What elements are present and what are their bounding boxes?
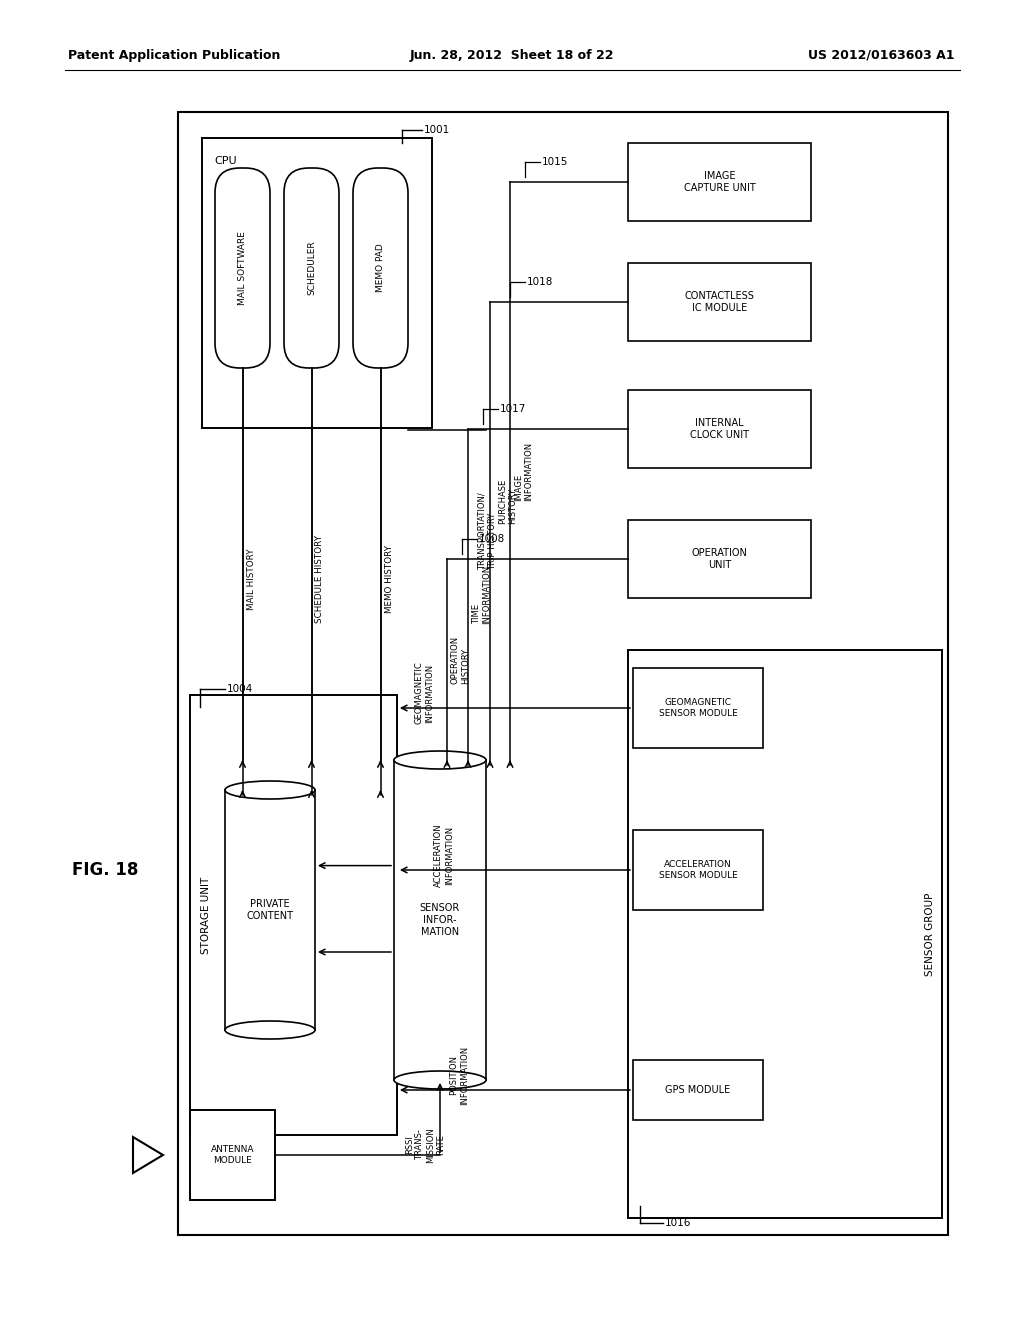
Text: CONTACTLESS
IC MODULE: CONTACTLESS IC MODULE xyxy=(685,292,755,313)
Text: 1001: 1001 xyxy=(424,125,451,135)
Text: SCHEDULER: SCHEDULER xyxy=(307,240,316,296)
Text: ANTENNA
MODULE: ANTENNA MODULE xyxy=(211,1146,254,1164)
Bar xyxy=(190,696,397,1135)
Bar xyxy=(202,139,432,428)
Text: GEOMAGNETIC
SENSOR MODULE: GEOMAGNETIC SENSOR MODULE xyxy=(658,698,737,718)
Text: MEMO HISTORY: MEMO HISTORY xyxy=(384,545,393,612)
Text: MAIL SOFTWARE: MAIL SOFTWARE xyxy=(238,231,247,305)
FancyBboxPatch shape xyxy=(215,168,270,368)
Text: TRANSPORTATION/
TRIP HISTORY: TRANSPORTATION/ TRIP HISTORY xyxy=(478,492,498,570)
Text: IMAGE
CAPTURE UNIT: IMAGE CAPTURE UNIT xyxy=(684,172,756,193)
Text: ACCELERATION
INFORMATION: ACCELERATION INFORMATION xyxy=(434,824,454,887)
Bar xyxy=(628,389,811,469)
Text: GPS MODULE: GPS MODULE xyxy=(666,1085,731,1096)
Text: MAIL HISTORY: MAIL HISTORY xyxy=(247,548,256,610)
Ellipse shape xyxy=(225,1020,315,1039)
Text: STORAGE UNIT: STORAGE UNIT xyxy=(201,876,211,953)
Bar xyxy=(628,649,942,1218)
Text: OPERATION
UNIT: OPERATION UNIT xyxy=(691,548,748,570)
Text: SCHEDULE HISTORY: SCHEDULE HISTORY xyxy=(315,535,325,623)
Bar xyxy=(394,760,486,1080)
Text: TIME
INFORMATION: TIME INFORMATION xyxy=(472,565,492,624)
Ellipse shape xyxy=(394,751,486,770)
Text: SENSOR
INFOR-
MATION: SENSOR INFOR- MATION xyxy=(420,903,460,937)
Bar xyxy=(628,143,811,220)
Text: IMAGE
INFORMATION: IMAGE INFORMATION xyxy=(514,441,534,500)
Ellipse shape xyxy=(394,1071,486,1089)
Bar xyxy=(628,520,811,598)
Text: ACCELERATION
SENSOR MODULE: ACCELERATION SENSOR MODULE xyxy=(658,861,737,879)
FancyBboxPatch shape xyxy=(284,168,339,368)
Text: 1004: 1004 xyxy=(227,684,253,694)
Text: RSSI
TRANS-
MISSION
RATE: RSSI TRANS- MISSION RATE xyxy=(404,1127,445,1163)
Text: INTERNAL
CLOCK UNIT: INTERNAL CLOCK UNIT xyxy=(690,418,749,440)
Bar xyxy=(178,112,948,1236)
Bar xyxy=(633,830,763,909)
Text: 1018: 1018 xyxy=(527,277,553,286)
Text: GEOMAGNETIC
INFORMATION: GEOMAGNETIC INFORMATION xyxy=(415,661,434,725)
Text: 1016: 1016 xyxy=(665,1218,691,1228)
Bar xyxy=(628,263,811,341)
Text: 1015: 1015 xyxy=(542,157,568,168)
Bar xyxy=(190,1110,275,1200)
Ellipse shape xyxy=(225,781,315,799)
Text: Jun. 28, 2012  Sheet 18 of 22: Jun. 28, 2012 Sheet 18 of 22 xyxy=(410,49,614,62)
Text: MEMO PAD: MEMO PAD xyxy=(376,244,385,292)
FancyBboxPatch shape xyxy=(353,168,408,368)
Text: Patent Application Publication: Patent Application Publication xyxy=(68,49,281,62)
Text: POSITION
INFORMATION: POSITION INFORMATION xyxy=(450,1045,469,1105)
Text: PRIVATE
CONTENT: PRIVATE CONTENT xyxy=(247,899,294,921)
Text: 1008: 1008 xyxy=(479,535,505,544)
Text: US 2012/0163603 A1: US 2012/0163603 A1 xyxy=(809,49,955,62)
Bar xyxy=(225,789,315,1030)
Text: CPU: CPU xyxy=(214,156,237,166)
Text: OPERATION
HISTORY: OPERATION HISTORY xyxy=(451,635,470,684)
Text: PURCHASE
HISTORY: PURCHASE HISTORY xyxy=(498,478,517,524)
Bar xyxy=(633,1060,763,1119)
Text: 1017: 1017 xyxy=(500,404,526,414)
Text: FIG. 18: FIG. 18 xyxy=(72,861,138,879)
Bar xyxy=(633,668,763,748)
Text: SENSOR GROUP: SENSOR GROUP xyxy=(925,892,935,975)
